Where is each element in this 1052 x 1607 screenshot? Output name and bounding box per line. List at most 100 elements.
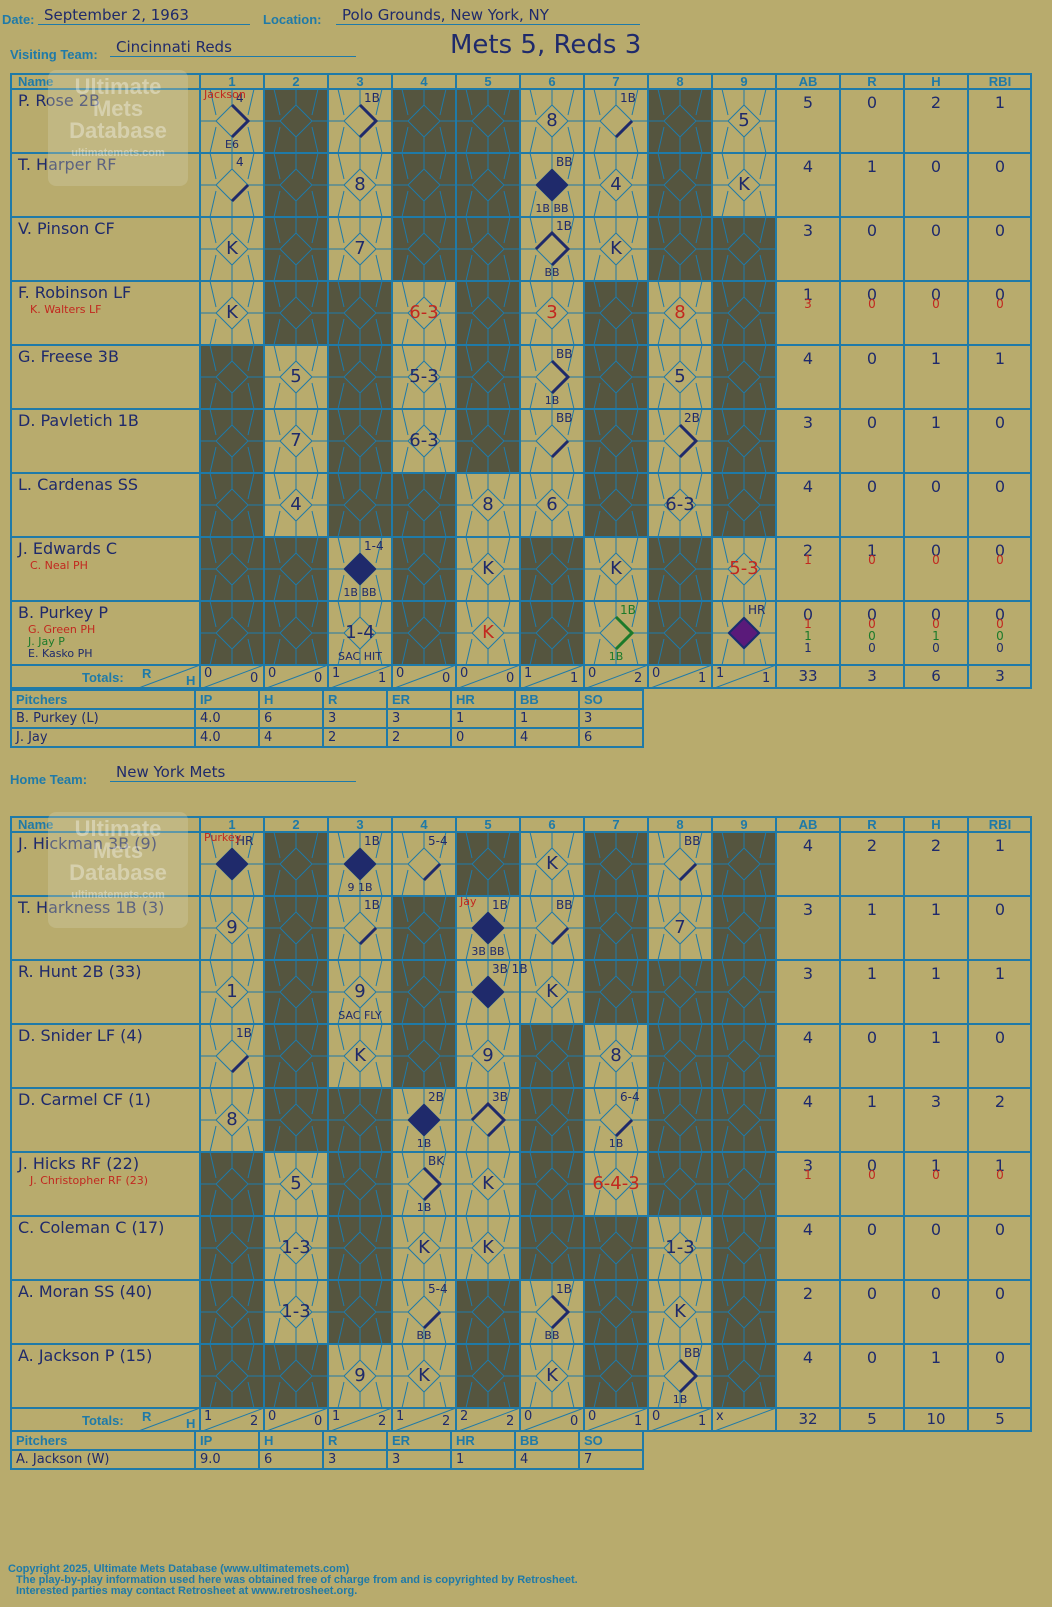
visiting-play-notation: 7 bbox=[354, 238, 366, 259]
home-stat-h: 1 bbox=[930, 964, 942, 983]
home-stat-r: 0 bbox=[866, 1156, 878, 1175]
visiting-base-diamond bbox=[456, 152, 520, 218]
retrosheet-notice: The play-by-play information used here w… bbox=[16, 1574, 578, 1586]
home-stat-ab: 3 bbox=[802, 964, 814, 983]
visiting-player-name: T. Harper RF bbox=[18, 155, 117, 174]
visiting-base-diamond bbox=[392, 600, 456, 666]
home-base-diamond bbox=[712, 895, 776, 961]
visiting-stat-ab: 1 bbox=[804, 641, 812, 655]
home-inning-hits: 1 bbox=[634, 1414, 643, 1429]
visiting-base-diamond bbox=[328, 344, 392, 410]
visiting-play-notation-secondary: 1B bbox=[544, 394, 560, 407]
visiting-base-diamond bbox=[520, 408, 584, 474]
visiting-stat-rbi: 0 bbox=[994, 413, 1006, 432]
home-rh-divider bbox=[135, 1407, 201, 1432]
visiting-base-diamond bbox=[648, 408, 712, 474]
home-player-name: C. Coleman C (17) bbox=[18, 1218, 165, 1237]
visiting-base-diamond bbox=[264, 344, 328, 410]
home-stat-ab: 3 bbox=[802, 900, 814, 919]
home-stat-h: 1 bbox=[930, 900, 942, 919]
home-pitcher-stat: 6 bbox=[258, 1449, 324, 1470]
home-base-diamond bbox=[392, 1023, 456, 1089]
visiting-base-diamond bbox=[328, 600, 392, 666]
visiting-play-notation: 2B bbox=[684, 411, 700, 425]
visiting-base-diamond bbox=[392, 472, 456, 538]
visiting-stat-ab: 3 bbox=[804, 297, 812, 311]
home-baserunning-path bbox=[470, 1101, 507, 1138]
home-base-diamond bbox=[392, 1279, 456, 1345]
visiting-inning-runs: 1 bbox=[524, 666, 533, 681]
home-pitcher-header: SO bbox=[578, 1430, 644, 1451]
home-play-notation: 5 bbox=[290, 1173, 302, 1194]
visiting-header-6: 6 bbox=[548, 74, 556, 89]
home-header-2: 2 bbox=[292, 817, 300, 832]
home-inning-runs: 0 bbox=[652, 1409, 661, 1424]
home-header-h: H bbox=[931, 817, 941, 832]
home-pitcher-stat: 3 bbox=[322, 1449, 388, 1470]
visiting-base-diamond bbox=[648, 536, 712, 602]
visiting-play-notation: HR bbox=[748, 603, 766, 617]
home-pitcher-header: Pitchers bbox=[10, 1430, 196, 1451]
home-base-diamond bbox=[456, 1023, 520, 1089]
visiting-player-name: D. Pavletich 1B bbox=[18, 411, 139, 430]
home-stat-h: 1 bbox=[930, 1348, 942, 1367]
visiting-header-rbi: RBI bbox=[988, 74, 1012, 89]
home-header-1: 1 bbox=[228, 817, 236, 832]
visiting-base-diamond bbox=[648, 280, 712, 346]
visiting-base-diamond bbox=[520, 88, 584, 154]
visiting-inning-total-divider bbox=[327, 664, 393, 689]
home-player-name: J. Hicks RF (22) bbox=[18, 1154, 140, 1173]
home-baserunning-path bbox=[358, 926, 378, 946]
visiting-play-notation: 3 bbox=[546, 302, 558, 323]
home-pitcher-stat: 7 bbox=[578, 1449, 644, 1470]
home-total-ab: 32 bbox=[798, 1410, 818, 1428]
home-base-diamond bbox=[200, 1279, 264, 1345]
home-inning-total-divider bbox=[391, 1407, 457, 1432]
home-stat-rbi: 0 bbox=[994, 1220, 1006, 1239]
visiting-play-notation: K bbox=[610, 238, 622, 259]
visiting-grid-lines bbox=[10, 73, 1032, 689]
visiting-base-diamond bbox=[392, 408, 456, 474]
home-base-diamond bbox=[520, 831, 584, 897]
home-stat-ab: 4 bbox=[802, 1348, 814, 1367]
visiting-baserunning-path bbox=[614, 615, 635, 651]
visiting-run-scored-diamond bbox=[727, 616, 761, 650]
home-baserunning-path bbox=[422, 862, 442, 882]
visiting-pitcher-header: ER bbox=[386, 689, 452, 710]
home-inning-total-divider bbox=[199, 1407, 265, 1432]
visiting-header-9: 9 bbox=[740, 74, 748, 89]
home-play-notation: 1-3 bbox=[281, 1237, 311, 1258]
visiting-stat-h: 1 bbox=[930, 413, 942, 432]
home-base-diamond bbox=[328, 1215, 392, 1281]
game-date: September 2, 1963 bbox=[38, 6, 250, 25]
visiting-stat-h: 0 bbox=[932, 297, 940, 311]
home-stat-r: 0 bbox=[868, 1168, 876, 1182]
home-base-diamond bbox=[520, 959, 584, 1025]
home-base-diamond bbox=[712, 1279, 776, 1345]
visiting-inning-hits: 1 bbox=[698, 671, 707, 686]
visiting-inning-total-divider bbox=[199, 664, 265, 689]
visiting-stat-rbi: 0 bbox=[994, 541, 1006, 560]
visiting-play-notation: K bbox=[226, 302, 238, 323]
visiting-player-name: G. Freese 3B bbox=[18, 347, 119, 366]
home-stat-ab: 4 bbox=[802, 836, 814, 855]
visiting-pitcher-stat: 4 bbox=[258, 727, 324, 748]
home-inning-total-divider bbox=[455, 1407, 521, 1432]
home-base-diamond bbox=[648, 1215, 712, 1281]
home-play-notation: 5-4 bbox=[428, 1282, 448, 1296]
home-base-diamond bbox=[456, 1343, 520, 1409]
visiting-run-scored-diamond bbox=[343, 552, 377, 586]
home-stat-ab: 4 bbox=[802, 1028, 814, 1047]
home-base-diamond bbox=[328, 1279, 392, 1345]
visiting-total-ab: 33 bbox=[798, 667, 818, 685]
visiting-play-notation: 7 bbox=[290, 430, 302, 451]
home-base-diamond bbox=[520, 1023, 584, 1089]
visiting-play-notation-secondary: BB bbox=[544, 266, 560, 279]
visiting-player-name: B. Purkey P bbox=[18, 603, 108, 622]
visiting-base-diamond bbox=[648, 472, 712, 538]
visiting-base-diamond bbox=[328, 152, 392, 218]
home-inning-total-divider bbox=[647, 1407, 713, 1432]
visiting-run-scored-diamond bbox=[535, 168, 569, 202]
home-stat-r: 2 bbox=[866, 836, 878, 855]
home-stat-rbi: 1 bbox=[994, 836, 1006, 855]
